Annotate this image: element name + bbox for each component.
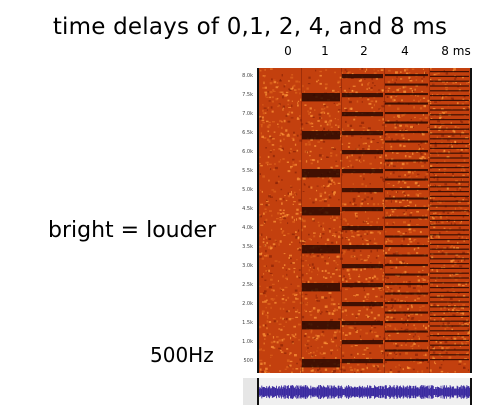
frequency-note: 500Hz xyxy=(150,343,214,367)
y-tick-label: 1.5k xyxy=(242,320,253,326)
delay-label-2: 2 xyxy=(360,44,368,58)
y-tick-label: 1.0k xyxy=(242,339,253,345)
y-tick-label: 2.0k xyxy=(242,301,253,307)
delay-label-1: 1 xyxy=(321,44,329,58)
y-tick-label: 4.5k xyxy=(242,206,253,212)
waveform-panel xyxy=(257,378,472,405)
y-tick-label: 6.0k xyxy=(242,149,253,155)
delay-label-4: 4 xyxy=(401,44,409,58)
y-tick-label: 4.0k xyxy=(242,225,253,231)
waveform-canvas xyxy=(259,385,470,399)
y-tick-label: 3.0k xyxy=(242,263,253,269)
waveform-gutter xyxy=(243,378,257,405)
y-tick-label: 2.5k xyxy=(242,282,253,288)
spectrogram xyxy=(257,68,472,373)
y-tick-label: 7.0k xyxy=(242,111,253,117)
delay-label-0: 0 xyxy=(284,44,292,58)
y-tick-label: 5.0k xyxy=(242,187,253,193)
y-tick-label: 7.5k xyxy=(242,92,253,98)
spectrogram-canvas xyxy=(259,68,470,373)
y-tick-label: 3.5k xyxy=(242,244,253,250)
frequency-axis: 8.0k 7.5k 7.0k 6.5k 6.0k 5.5k 5.0k 4.5k 4.0k 3.5k… xyxy=(232,68,257,378)
slide-title: time delays of 0,1, 2, 4, and 8 ms xyxy=(52,14,448,40)
y-tick-label: 8.0k xyxy=(242,73,253,79)
y-tick-label: 500 xyxy=(243,358,253,364)
y-tick-label: 6.5k xyxy=(242,130,253,136)
brightness-note: bright = louder xyxy=(48,218,217,243)
delay-label-8: 8 ms xyxy=(441,44,471,58)
y-tick-label: 5.5k xyxy=(242,168,253,174)
